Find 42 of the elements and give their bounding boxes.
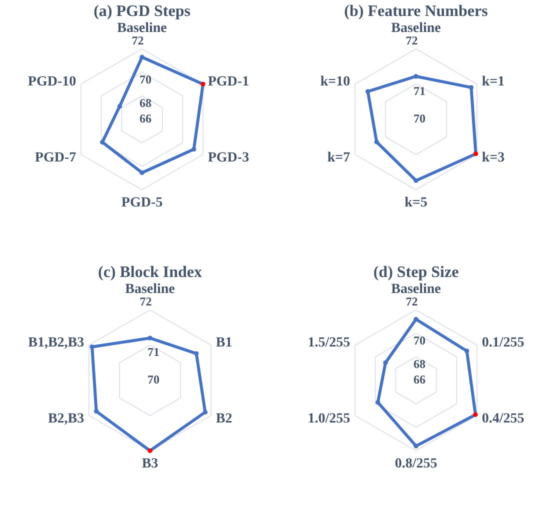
chart-title: (d) Step Size: [372, 264, 458, 281]
spoke-label: 0.8/255: [394, 456, 437, 472]
y-tick-label: 72: [405, 33, 418, 48]
y-tick-label: 71: [413, 84, 426, 98]
y-tick-label: 70: [140, 72, 152, 86]
y-tick-label: 66: [413, 372, 426, 387]
spoke-label: B1: [215, 335, 232, 350]
y-tick-label: 70: [413, 333, 426, 348]
spoke-label: 0.1/255: [481, 335, 524, 350]
y-tick-label: 70: [147, 372, 160, 387]
spoke-label: Baseline: [390, 20, 440, 36]
y-tick-label: 72: [405, 294, 418, 308]
chart-title: (a) PGD Steps: [94, 2, 190, 20]
y-tick-label: 72: [139, 294, 152, 308]
chart-title: (c) Block Index: [98, 264, 202, 281]
spoke-label: Baseline: [124, 282, 174, 297]
spoke-label: PGD-1: [208, 74, 250, 90]
spoke-label: k=3: [481, 150, 504, 166]
spoke-label: PGD-5: [121, 195, 163, 210]
spoke-label: Baseline: [117, 20, 167, 36]
y-tick-label: 70: [413, 112, 426, 126]
spoke-label: 1.0/255: [307, 411, 350, 426]
spoke-label: B1,B2,B3: [28, 335, 84, 350]
y-tick-label: 71: [147, 345, 160, 360]
spoke-label: 1.5/255: [307, 335, 350, 350]
spoke-label: PGD-10: [28, 74, 76, 90]
spoke-label: k=1: [481, 74, 504, 90]
spoke-label: k=10: [320, 74, 350, 90]
y-tick-label: 68: [140, 96, 152, 110]
spoke-label: k=5: [404, 195, 427, 210]
y-tick-label: 66: [140, 112, 152, 126]
spoke-label: 0.4/255: [481, 411, 524, 426]
spoke-label: PGD-7: [34, 150, 76, 166]
y-tick-label: 72: [132, 33, 144, 48]
spoke-label: B2,B3: [47, 411, 84, 426]
spoke-label: B2: [215, 411, 232, 426]
spoke-label: k=7: [326, 150, 350, 166]
spoke-label: Baseline: [390, 282, 440, 297]
y-tick-label: 68: [413, 356, 426, 371]
spoke-label: PGD-3: [208, 150, 250, 166]
chart-title: (b) Feature Numbers: [344, 2, 488, 20]
spoke-label: B3: [141, 456, 158, 472]
